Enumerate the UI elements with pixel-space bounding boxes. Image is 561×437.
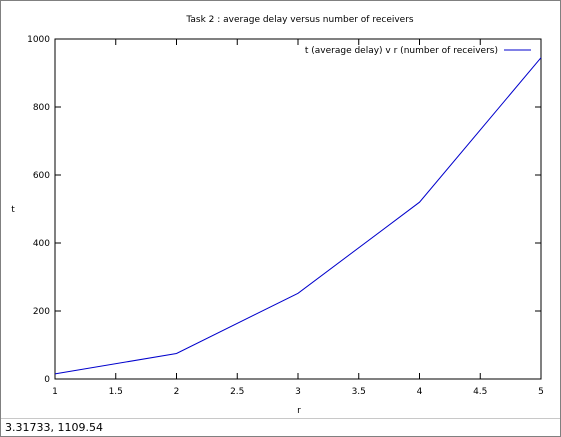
x-tick-label: 1.5 <box>109 387 123 397</box>
plot-area: Task 2 : average delay versus number of … <box>1 1 560 418</box>
x-tick-label: 3 <box>295 387 301 397</box>
x-axis-label: r <box>297 406 301 416</box>
plot-frame <box>54 38 542 380</box>
y-axis: 0 200 400 600 800 1000 <box>27 35 541 385</box>
y-tick-label: 1000 <box>27 35 50 45</box>
x-axis: 1 1.5 2 2.5 3 3.5 4 4.5 5 <box>52 39 544 397</box>
legend-label: t (average delay) v r (number of receive… <box>305 46 498 56</box>
line-chart: Task 2 : average delay versus number of … <box>11 15 544 416</box>
x-tick-label: 4 <box>417 387 423 397</box>
legend: t (average delay) v r (number of receive… <box>305 46 531 56</box>
x-tick-label: 1 <box>52 387 58 397</box>
y-axis-label: t <box>11 205 15 215</box>
cursor-coordinates: 3.31733, 1109.54 <box>5 421 103 434</box>
y-tick-label: 600 <box>33 171 50 181</box>
y-tick-label: 400 <box>33 239 50 249</box>
series-layer <box>54 57 542 375</box>
y-tick-label: 0 <box>44 375 50 385</box>
y-tick-label: 200 <box>33 307 50 317</box>
status-bar: 3.31733, 1109.54 <box>1 418 560 436</box>
x-tick-label: 4.5 <box>473 387 487 397</box>
series-line <box>54 57 542 375</box>
chart-title: Task 2 : average delay versus number of … <box>185 15 414 25</box>
x-tick-label: 5 <box>538 387 544 397</box>
y-tick-label: 800 <box>33 103 50 113</box>
x-tick-label: 2 <box>174 387 180 397</box>
x-tick-label: 3.5 <box>352 387 366 397</box>
x-tick-label: 2.5 <box>230 387 244 397</box>
